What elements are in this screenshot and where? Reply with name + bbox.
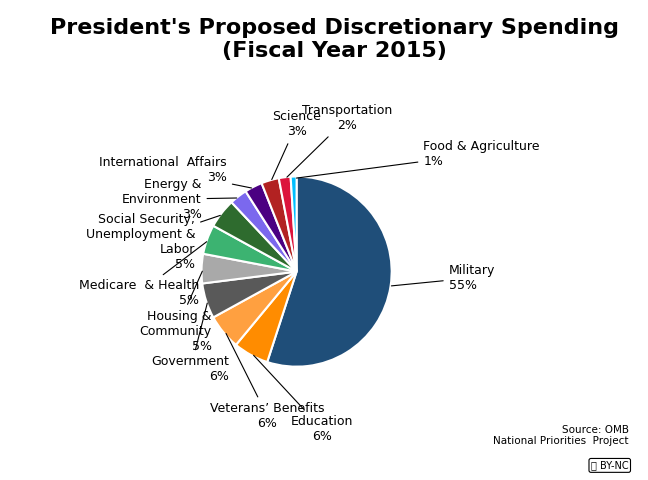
- Wedge shape: [213, 202, 297, 272]
- Text: Energy &
Environment
3%: Energy & Environment 3%: [122, 178, 237, 221]
- Wedge shape: [231, 192, 297, 272]
- Text: Science
3%: Science 3%: [272, 110, 321, 180]
- Wedge shape: [202, 272, 297, 317]
- Text: Medicare  & Health
5%: Medicare & Health 5%: [78, 242, 207, 307]
- Text: Veterans’ Benefits
6%: Veterans’ Benefits 6%: [210, 334, 325, 430]
- Text: Ⓒ BY-NC: Ⓒ BY-NC: [591, 460, 629, 470]
- Wedge shape: [279, 177, 297, 272]
- Wedge shape: [202, 254, 297, 284]
- Text: Education
6%: Education 6%: [253, 355, 353, 443]
- Title: President's Proposed Discretionary Spending
(Fiscal Year 2015): President's Proposed Discretionary Spend…: [50, 18, 619, 61]
- Wedge shape: [203, 226, 297, 272]
- Text: International  Affairs
3%: International Affairs 3%: [99, 156, 251, 188]
- Wedge shape: [213, 272, 297, 345]
- Wedge shape: [267, 177, 391, 367]
- Wedge shape: [290, 177, 297, 272]
- Wedge shape: [246, 183, 297, 272]
- Wedge shape: [236, 272, 297, 362]
- Text: Military
55%: Military 55%: [391, 264, 495, 292]
- Wedge shape: [262, 178, 297, 272]
- Text: Social Security,
Unemployment &
Labor
5%: Social Security, Unemployment & Labor 5%: [86, 214, 220, 271]
- Text: Transportation
2%: Transportation 2%: [287, 104, 393, 177]
- Text: Food & Agriculture
1%: Food & Agriculture 1%: [296, 140, 540, 178]
- Text: Source: OMB
National Priorities  Project: Source: OMB National Priorities Project: [493, 425, 629, 446]
- Text: Government
6%: Government 6%: [152, 303, 229, 383]
- Text: Housing &
Community
5%: Housing & Community 5%: [139, 271, 212, 353]
